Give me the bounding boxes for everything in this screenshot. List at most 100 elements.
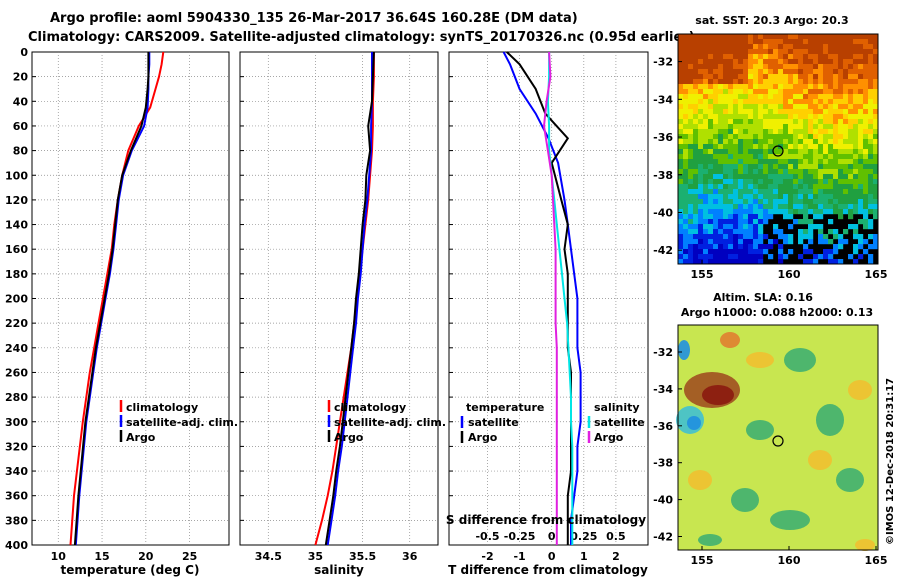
sst-cell <box>718 129 724 135</box>
sst-cell <box>678 219 684 225</box>
sst-cell <box>813 139 819 145</box>
sst-cell <box>683 184 689 190</box>
sst-map-frame <box>677 33 879 265</box>
sst-cell <box>788 159 794 165</box>
sst-cell <box>773 49 779 55</box>
depth-tick-label: 200 <box>5 293 28 306</box>
sst-cell <box>748 59 754 65</box>
sla-anomaly-patch <box>808 450 832 470</box>
sst-cell <box>753 84 759 90</box>
sst-cell <box>693 49 699 55</box>
sst-cell <box>718 189 724 195</box>
sst-cell <box>788 234 794 240</box>
sst-cell <box>818 234 824 240</box>
sst-cell <box>823 124 829 130</box>
sst-cell <box>753 104 759 110</box>
sst-cell <box>868 194 874 200</box>
sst-cell <box>828 204 834 210</box>
sst-cell <box>698 184 704 190</box>
sst-cell <box>823 44 829 50</box>
sst-cell <box>713 129 719 135</box>
sst-cell <box>788 134 794 140</box>
sst-cell <box>688 219 694 225</box>
sst-cell <box>753 134 759 140</box>
sla-map-title1: Altim. SLA: 0.16 <box>713 291 813 304</box>
sst-cell <box>703 109 709 115</box>
sst-cell <box>708 159 714 165</box>
sst-cell <box>823 249 829 255</box>
sst-cell <box>688 119 694 125</box>
sst-cell <box>843 149 849 155</box>
sst-cell <box>813 39 819 45</box>
sst-cell <box>863 54 869 60</box>
sst-cell <box>853 109 859 115</box>
sst-cell <box>803 199 809 205</box>
sst-cell <box>753 94 759 100</box>
sst-cell <box>738 39 744 45</box>
sst-cell <box>818 54 824 60</box>
sst-cell <box>743 144 749 150</box>
sst-cell <box>753 69 759 75</box>
sst-cell <box>828 64 834 70</box>
sst-cell <box>828 174 834 180</box>
sst-cell <box>683 219 689 225</box>
sst-cell <box>838 124 844 130</box>
sst-cell <box>798 84 804 90</box>
sst-cell <box>678 39 684 45</box>
sst-cell <box>778 39 784 45</box>
sst-cell <box>748 204 754 210</box>
sst-cell <box>758 84 764 90</box>
sst-cell <box>788 199 794 205</box>
sst-cell <box>698 104 704 110</box>
legend-climatology: climatology <box>334 401 406 414</box>
sst-cell <box>803 99 809 105</box>
sst-cell <box>698 64 704 70</box>
sst-cell <box>743 179 749 185</box>
sst-cell <box>868 209 874 215</box>
sst-cell <box>858 59 864 65</box>
sst-cell <box>763 114 769 120</box>
sst-cell <box>778 119 784 125</box>
sst-cell <box>778 134 784 140</box>
sst-cell <box>768 109 774 115</box>
sst-cell <box>793 114 799 120</box>
sst-cell <box>773 229 779 235</box>
sst-cell <box>868 219 874 225</box>
sst-cell <box>718 159 724 165</box>
sst-cell <box>858 189 864 195</box>
sst-cell <box>763 244 769 250</box>
sst-cell <box>793 154 799 160</box>
sla-argo-location <box>772 435 784 447</box>
sst-cell <box>688 259 694 265</box>
sst-cell <box>698 164 704 170</box>
sst-cell <box>718 179 724 185</box>
sst-cell <box>858 219 864 225</box>
sst-cell <box>708 69 714 75</box>
sst-cell <box>793 199 799 205</box>
sst-cell <box>703 159 709 165</box>
sst-cell <box>783 204 789 210</box>
sst-cell <box>698 94 704 100</box>
sst-cell <box>833 189 839 195</box>
sst-cell <box>683 234 689 240</box>
sst-cell <box>728 249 734 255</box>
sst-cell <box>723 89 729 95</box>
sst-cell <box>838 174 844 180</box>
sst-cell <box>738 64 744 70</box>
sst-cell <box>728 119 734 125</box>
sst-cell <box>843 124 849 130</box>
sst-cell <box>678 94 684 100</box>
sst-cell <box>748 254 754 260</box>
sst-cell <box>758 129 764 135</box>
sst-cell <box>758 79 764 85</box>
sst-cell <box>848 144 854 150</box>
sst-cell <box>728 54 734 60</box>
sst-cell <box>743 139 749 145</box>
sst-cell <box>698 204 704 210</box>
depth-tick-label: 120 <box>5 194 28 207</box>
sst-cell <box>703 179 709 185</box>
sst-cell <box>693 54 699 60</box>
sst-cell <box>768 119 774 125</box>
sst-cell <box>698 84 704 90</box>
sst-cell <box>838 149 844 155</box>
